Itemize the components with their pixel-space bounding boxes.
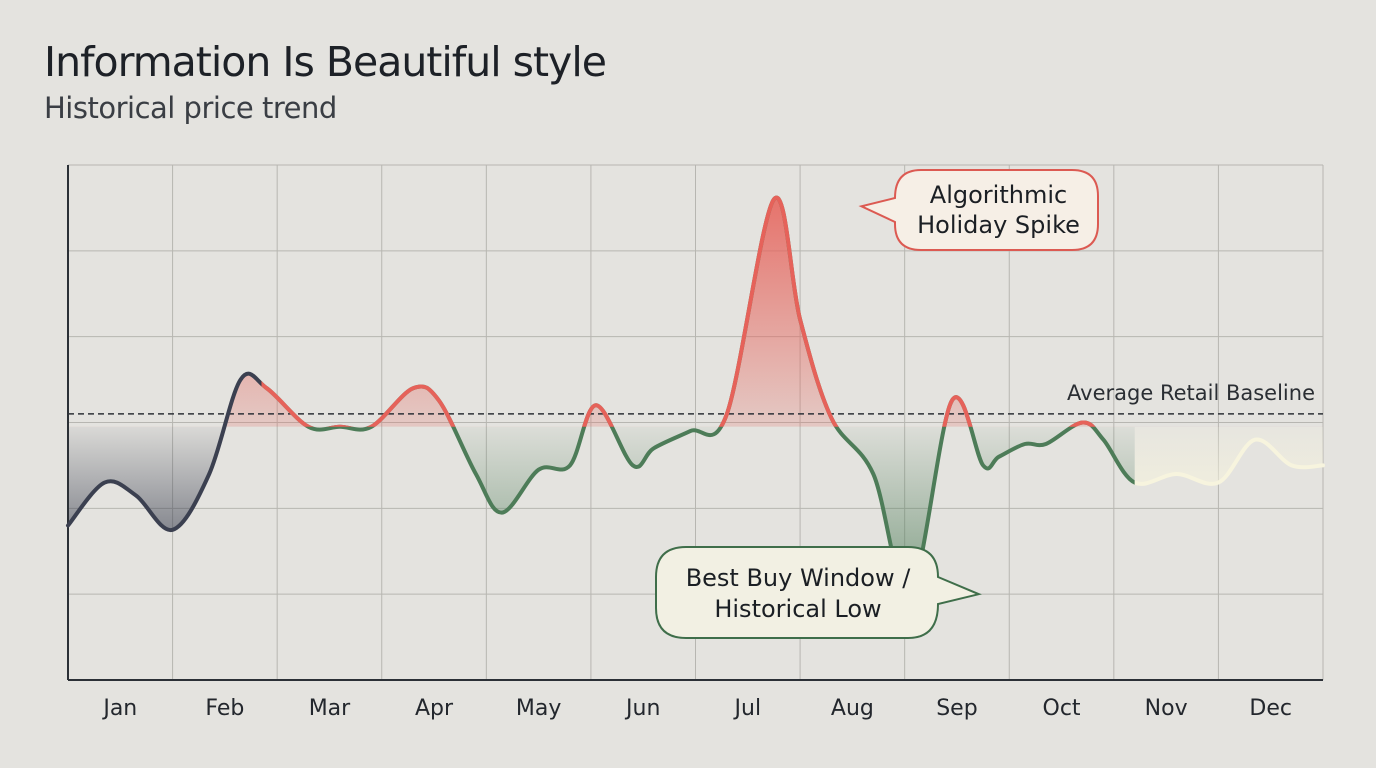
x-tick-label: Jan (101, 696, 137, 721)
x-tick-label: Nov (1145, 696, 1188, 721)
x-tick-label: Jul (733, 696, 762, 721)
x-tick-label: Feb (205, 696, 244, 721)
callout-historical-low-line2: Historical Low (714, 595, 881, 623)
callout-holiday-spike-line1: Algorithmic (930, 181, 1067, 209)
x-tick-label: May (516, 696, 561, 721)
average-baseline-label: Average Retail Baseline (1067, 381, 1315, 405)
area-early-below (68, 426, 262, 530)
callout-holiday-spike: Algorithmic Holiday Spike (858, 169, 1099, 251)
area-forecast-group (1134, 426, 1323, 484)
x-tick-labels: Jan Feb Mar Apr May Jun Jul Aug Sep Oct Nov Dec (101, 696, 1292, 721)
chart-subtitle: Historical price trend (44, 91, 337, 125)
callout-holiday-spike-bubble (858, 169, 1099, 251)
x-tick-label: Oct (1043, 696, 1081, 721)
callout-holiday-spike-line2: Holiday Spike (917, 211, 1080, 239)
price-line (66, 195, 1325, 598)
x-tick-label: Aug (831, 696, 874, 721)
line-spike-group (261, 195, 1096, 427)
callout-historical-low: Best Buy Window / Historical Low (655, 546, 982, 639)
x-tick-label: Jun (624, 696, 660, 721)
x-tick-label: Mar (309, 696, 351, 721)
x-tick-label: Apr (415, 696, 454, 721)
callout-historical-low-line1: Best Buy Window / (686, 564, 912, 592)
x-tick-label: Sep (936, 696, 977, 721)
x-tick-label: Dec (1249, 696, 1292, 721)
area-early-group (68, 426, 262, 530)
chart-title: Information Is Beautiful style (44, 38, 607, 86)
callout-historical-low-bubble (655, 546, 982, 639)
area-forecast-below (1134, 426, 1323, 484)
line-spike (261, 195, 1096, 427)
